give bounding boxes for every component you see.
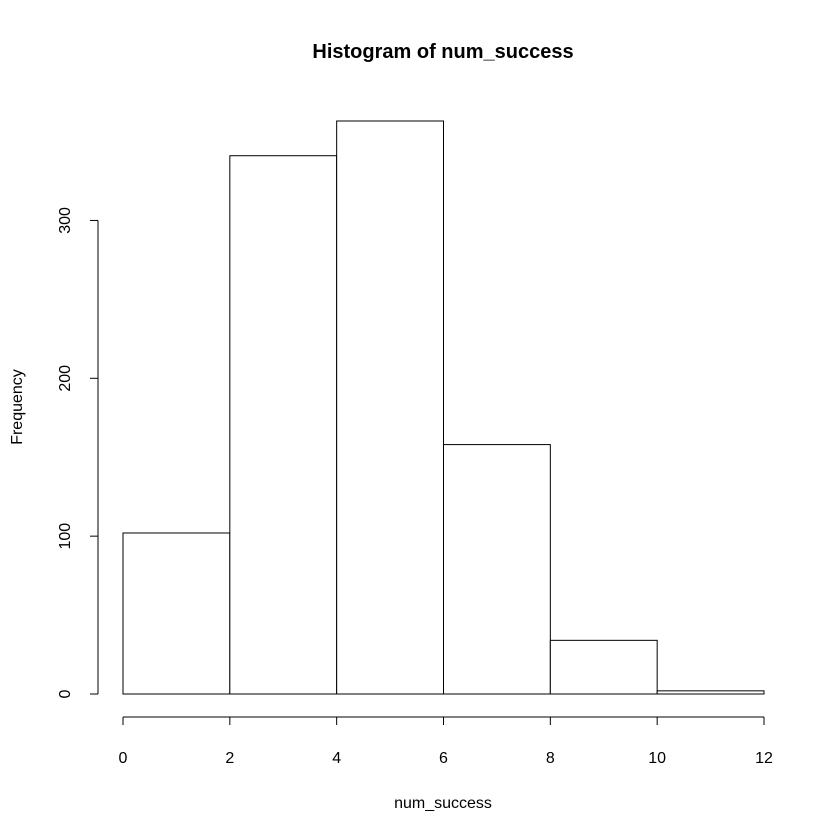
x-tick-label: 4 [332, 750, 341, 767]
x-tick-label: 6 [439, 750, 448, 767]
histogram-bar-0 [122, 532, 231, 695]
histogram-bar-1 [229, 155, 338, 695]
y-tick-label: 300 [57, 207, 74, 234]
histogram-bar-2 [336, 120, 444, 695]
chart-title: Histogram of num_success [312, 41, 573, 63]
histogram-bar-4 [549, 639, 658, 695]
x-tick-label: 12 [755, 750, 773, 767]
y-tick-label: 0 [57, 689, 74, 698]
y-axis-label: Frequency [9, 369, 26, 445]
x-tick-label: 0 [119, 750, 128, 767]
x-tick-label: 10 [648, 750, 666, 767]
y-tick-label: 100 [57, 523, 74, 550]
x-tick-label: 8 [546, 750, 555, 767]
histogram-bar-5 [656, 690, 765, 695]
x-axis: 0 2 4 6 8 10 12 [119, 716, 773, 767]
y-axis: 0 100 200 300 [57, 207, 99, 698]
y-tick-label: 200 [57, 365, 74, 392]
x-tick-label: 2 [225, 750, 234, 767]
histogram-bar-3 [443, 444, 551, 695]
bars-group [122, 120, 765, 695]
x-axis-label: num_success [394, 795, 492, 812]
